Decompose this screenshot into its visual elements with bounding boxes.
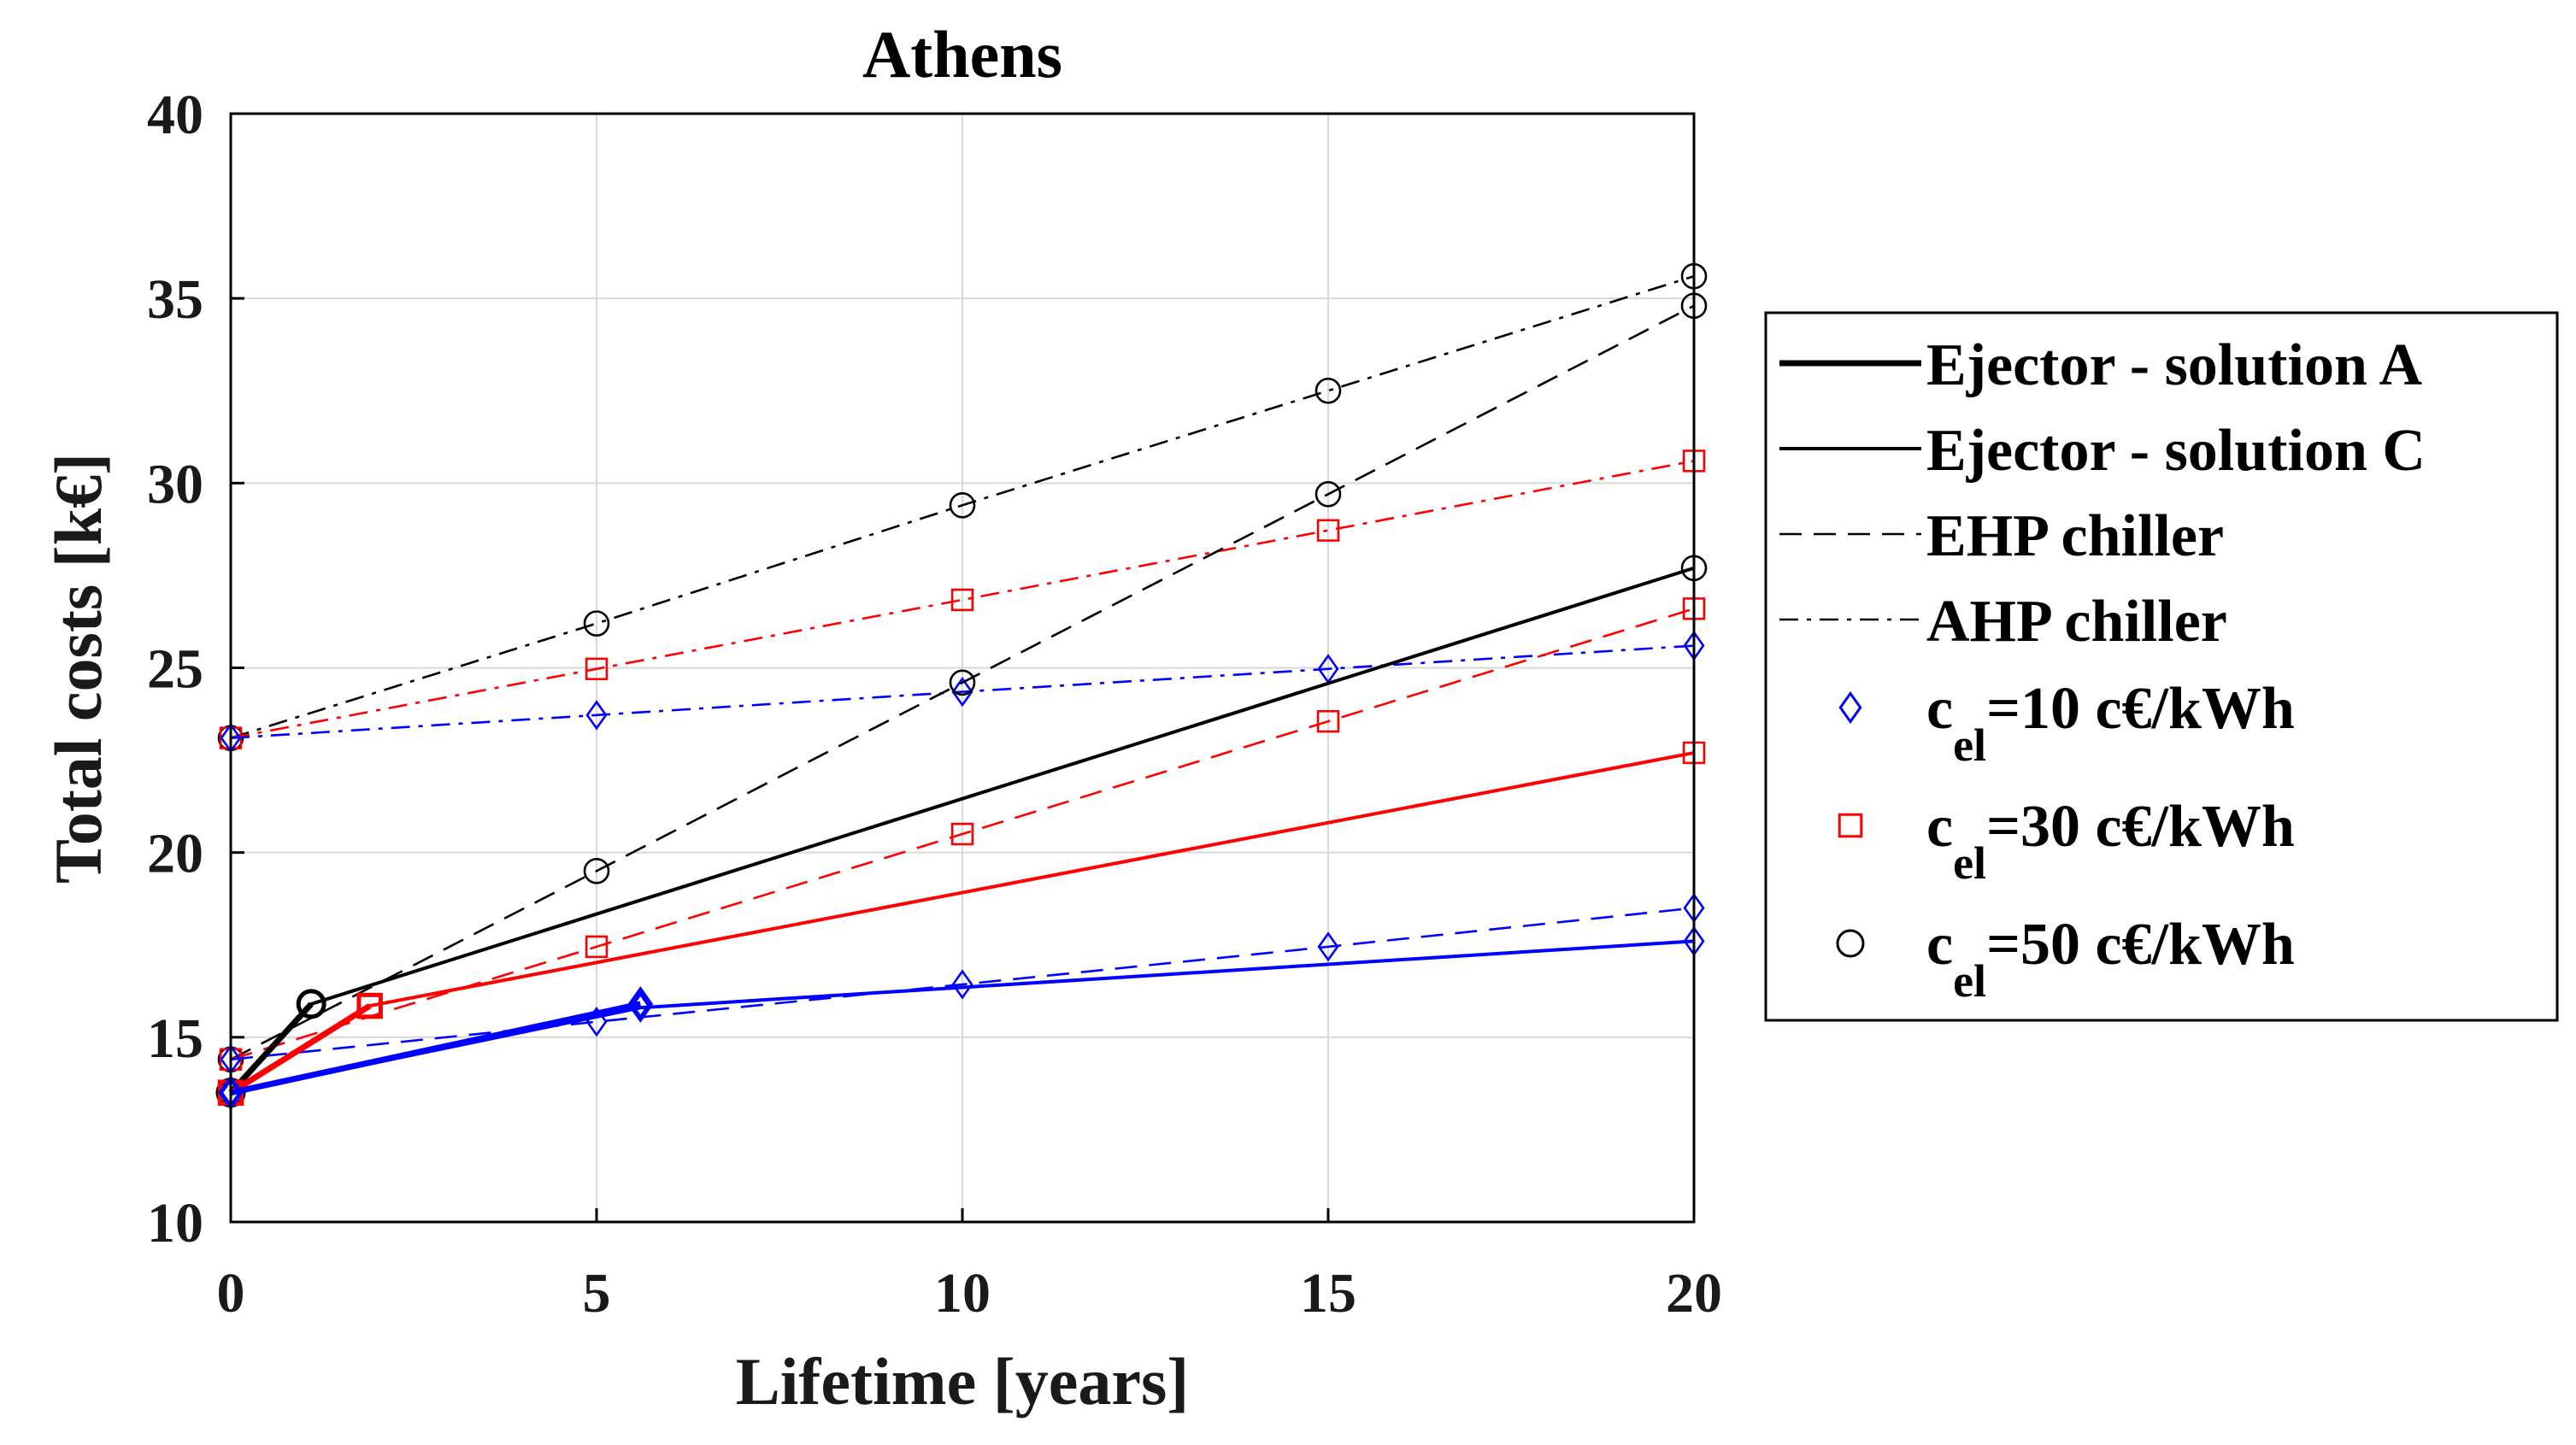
- legend-marker-swatch: [1838, 813, 1863, 838]
- legend-label: cel=30 c€/kWh: [1926, 794, 2295, 889]
- data-point: [949, 669, 976, 696]
- series-11: [218, 986, 654, 1111]
- series-line: [230, 907, 1695, 1061]
- legend-entry: EHP chiller: [1779, 503, 2224, 569]
- data-point: [627, 986, 654, 1022]
- y-tick-label: 25: [147, 638, 203, 701]
- legend-label: AHP chiller: [1926, 589, 2227, 655]
- data-point: [951, 969, 973, 1000]
- y-axis-label: Total costs [k€]: [41, 453, 115, 884]
- data-point: [950, 588, 974, 612]
- x-tick-label: 5: [583, 1262, 611, 1325]
- legend-entry: cel=10 c€/kWh: [1838, 676, 2295, 771]
- series-line: [230, 304, 1695, 1060]
- y-tick-label: 30: [147, 453, 203, 515]
- x-tick-label: 10: [934, 1262, 991, 1325]
- y-tick-label: 35: [147, 268, 203, 331]
- data-point: [1314, 377, 1342, 404]
- data-point: [1314, 481, 1342, 508]
- x-axis-label: Lifetime [years]: [736, 1344, 1190, 1419]
- data-point: [585, 700, 608, 731]
- data-point: [949, 491, 976, 519]
- x-tick-label: 15: [1300, 1262, 1356, 1325]
- data-point: [1316, 519, 1340, 542]
- series-line: [229, 1003, 372, 1095]
- legend: Ejector - solution A Ejector - solution C…: [1764, 311, 2559, 1022]
- legend-marker-swatch: [1836, 929, 1865, 958]
- legend-label: Ejector - solution C: [1926, 418, 2426, 484]
- legend-entry: cel=30 c€/kWh: [1838, 794, 2295, 889]
- legend-entry: Ejector - solution C: [1779, 418, 2426, 484]
- series-line: [230, 644, 1695, 739]
- data-point: [585, 657, 609, 680]
- data-point: [356, 992, 383, 1019]
- legend-entry: cel=50 c€/kWh: [1836, 912, 2295, 1007]
- series-5: [220, 892, 1705, 1075]
- legend-label: EHP chiller: [1926, 503, 2224, 569]
- legend-entry: AHP chiller: [1779, 589, 2227, 655]
- series-line: [230, 274, 1695, 739]
- legend-label: Ejector - solution A: [1926, 332, 2423, 398]
- data-point: [583, 857, 610, 884]
- series-3: [217, 292, 1708, 1073]
- y-tick-label: 10: [147, 1192, 203, 1254]
- series-layer: [215, 262, 1708, 1111]
- legend-box: [1764, 311, 2559, 1022]
- data-point: [1316, 709, 1340, 733]
- legend-label: cel=10 c€/kWh: [1926, 676, 2295, 771]
- series-line: [228, 1002, 314, 1095]
- grid: [230, 113, 1695, 1223]
- x-tick-label: 0: [217, 1262, 245, 1325]
- y-tick-label: 20: [147, 823, 203, 885]
- data-point: [1317, 931, 1339, 962]
- y-tick-label: 15: [147, 1007, 203, 1070]
- legend-entry: Ejector - solution A: [1779, 332, 2423, 398]
- legend-marker-swatch: [1838, 690, 1862, 725]
- data-point: [950, 822, 974, 846]
- data-point: [951, 676, 973, 708]
- series-line: [230, 1001, 642, 1096]
- chart-title: Athens: [862, 17, 1062, 91]
- x-tick-label: 20: [1666, 1262, 1722, 1325]
- y-tick-label: 40: [147, 84, 203, 146]
- data-point: [583, 610, 610, 637]
- series-line: [230, 460, 1695, 739]
- series-2: [220, 630, 1705, 754]
- tick-layer: 0 5 10 15 20 10 15 20 25 30 35 40: [147, 84, 1722, 1325]
- data-point: [296, 989, 326, 1019]
- legend-label: cel=50 c€/kWh: [1926, 912, 2295, 1007]
- data-point: [585, 935, 609, 959]
